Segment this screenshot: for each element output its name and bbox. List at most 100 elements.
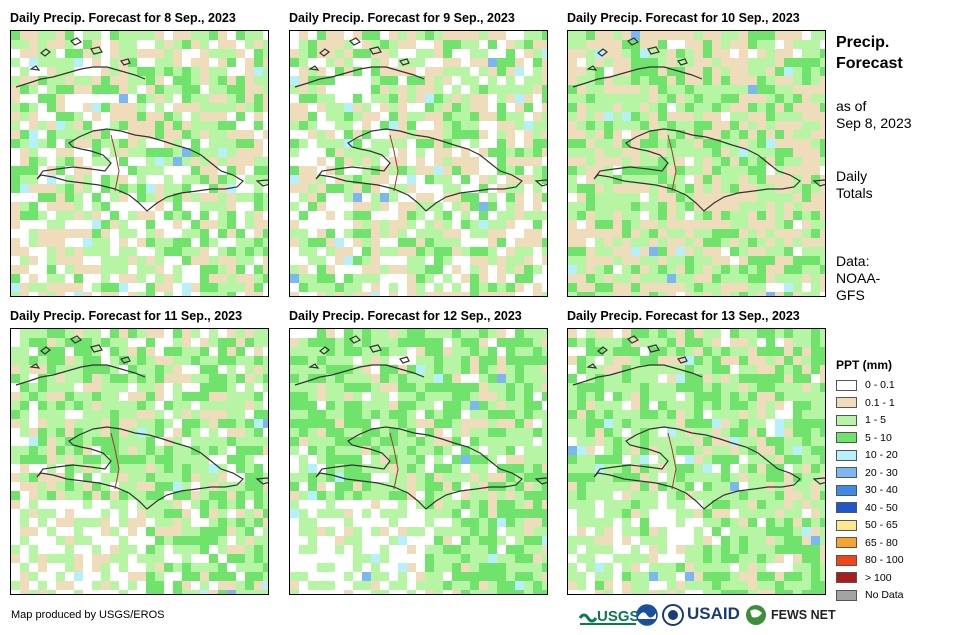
precip-cell bbox=[218, 428, 227, 437]
precip-cell bbox=[20, 518, 29, 527]
precip-cell bbox=[577, 437, 586, 446]
precip-cell bbox=[398, 590, 407, 594]
precip-cell bbox=[182, 482, 191, 491]
precip-cell bbox=[308, 473, 317, 482]
precip-cell bbox=[389, 518, 398, 527]
precip-cell bbox=[353, 401, 362, 410]
precip-cell bbox=[29, 545, 38, 554]
precip-cell bbox=[775, 175, 784, 184]
precip-cell bbox=[11, 410, 20, 419]
precip-cell bbox=[227, 112, 236, 121]
precip-cell bbox=[182, 292, 191, 296]
precip-cell bbox=[65, 265, 74, 274]
precip-cell bbox=[416, 428, 425, 437]
precip-cell bbox=[119, 103, 128, 112]
precip-cell bbox=[793, 419, 802, 428]
precip-cell bbox=[173, 256, 182, 265]
precip-cell bbox=[218, 401, 227, 410]
precip-cell bbox=[775, 40, 784, 49]
precip-cell bbox=[335, 572, 344, 581]
precip-cell bbox=[236, 482, 245, 491]
precip-cell bbox=[137, 184, 146, 193]
precip-cell bbox=[613, 121, 622, 130]
precip-cell bbox=[137, 247, 146, 256]
precip-cell bbox=[101, 374, 110, 383]
precip-cell bbox=[811, 500, 820, 509]
precip-cell bbox=[155, 383, 164, 392]
precip-cell bbox=[155, 184, 164, 193]
precip-cell bbox=[56, 419, 65, 428]
precip-cell bbox=[398, 446, 407, 455]
precip-cell bbox=[155, 265, 164, 274]
precip-cell bbox=[353, 563, 362, 572]
precip-cell bbox=[488, 238, 497, 247]
precip-cell bbox=[730, 229, 739, 238]
precip-cell bbox=[820, 419, 825, 428]
precip-cell bbox=[425, 383, 434, 392]
precip-cell bbox=[739, 419, 748, 428]
precip-cell bbox=[730, 509, 739, 518]
precip-cell bbox=[200, 184, 209, 193]
precip-cell bbox=[425, 211, 434, 220]
precip-cell bbox=[182, 58, 191, 67]
precip-cell bbox=[353, 329, 362, 338]
precip-cell bbox=[730, 211, 739, 220]
precip-cell bbox=[182, 410, 191, 419]
precip-cell bbox=[533, 554, 542, 563]
precip-cell bbox=[92, 419, 101, 428]
precip-cell bbox=[398, 148, 407, 157]
precip-cell bbox=[712, 220, 721, 229]
precip-cell bbox=[452, 265, 461, 274]
precip-cell bbox=[434, 283, 443, 292]
precip-cell bbox=[182, 247, 191, 256]
precip-cell bbox=[416, 31, 425, 40]
precip-cell bbox=[542, 184, 547, 193]
precip-cell bbox=[730, 49, 739, 58]
precip-cell bbox=[658, 401, 667, 410]
precip-cell bbox=[775, 211, 784, 220]
precip-cell bbox=[820, 112, 825, 121]
precip-cell bbox=[434, 175, 443, 184]
precip-cell bbox=[191, 347, 200, 356]
precip-cell bbox=[362, 536, 371, 545]
precip-cell bbox=[362, 130, 371, 139]
precip-cell bbox=[443, 437, 452, 446]
precip-cell bbox=[200, 500, 209, 509]
precip-cell bbox=[488, 76, 497, 85]
precip-cell bbox=[128, 347, 137, 356]
precip-cell bbox=[461, 572, 470, 581]
precip-cell bbox=[524, 437, 533, 446]
precip-cell bbox=[344, 500, 353, 509]
precip-cell bbox=[236, 238, 245, 247]
precip-cell bbox=[353, 410, 362, 419]
precip-cell bbox=[254, 40, 263, 49]
precip-cell bbox=[164, 518, 173, 527]
precip-cell bbox=[254, 446, 263, 455]
precip-cell bbox=[577, 401, 586, 410]
precip-cell bbox=[92, 112, 101, 121]
precip-cell bbox=[703, 130, 712, 139]
precip-cell bbox=[497, 401, 506, 410]
precip-cell bbox=[92, 509, 101, 518]
precip-cell bbox=[407, 590, 416, 594]
precip-cell bbox=[164, 581, 173, 590]
precip-cell bbox=[721, 193, 730, 202]
precip-cell bbox=[74, 347, 83, 356]
precip-cell bbox=[344, 392, 353, 401]
precip-cell bbox=[497, 428, 506, 437]
precip-cell bbox=[766, 437, 775, 446]
precip-cell bbox=[757, 229, 766, 238]
precip-cell bbox=[11, 247, 20, 256]
precip-cell bbox=[784, 338, 793, 347]
precip-cell bbox=[362, 211, 371, 220]
precip-cell bbox=[389, 229, 398, 238]
precip-cell bbox=[155, 527, 164, 536]
precip-cell bbox=[524, 410, 533, 419]
precip-cell bbox=[20, 94, 29, 103]
precip-cell bbox=[811, 121, 820, 130]
precip-cell bbox=[119, 590, 128, 594]
precip-cell bbox=[209, 67, 218, 76]
precip-cell bbox=[730, 464, 739, 473]
precip-cell bbox=[326, 121, 335, 130]
precip-cell bbox=[146, 94, 155, 103]
